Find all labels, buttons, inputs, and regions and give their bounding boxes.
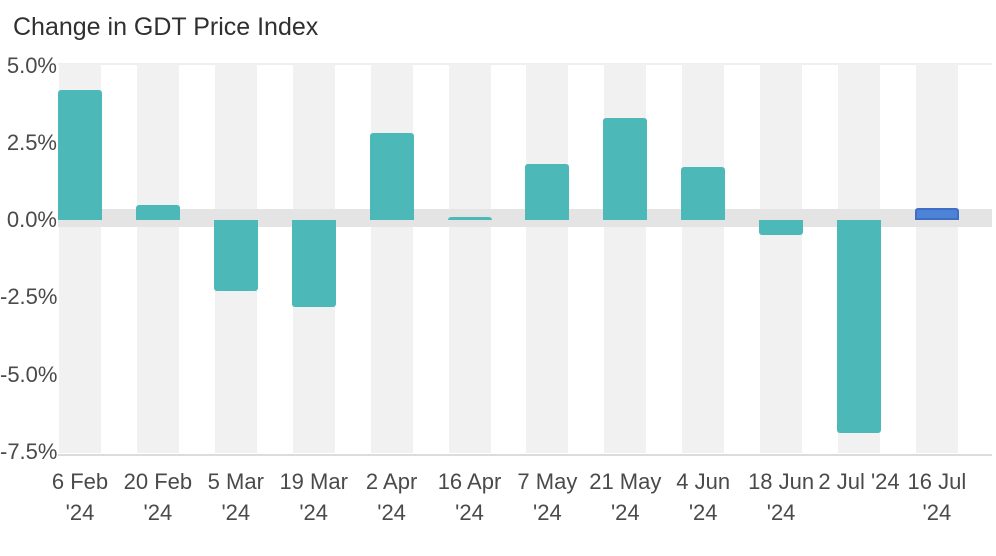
x-axis-tick-label: 5 Mar '24 <box>161 466 311 528</box>
column-background-stripe <box>136 64 179 453</box>
column-background-stripe <box>915 64 958 453</box>
x-axis-tick-label: 7 May '24 <box>472 466 622 528</box>
x-axis-tick-label-line: 2 Jul '24 <box>818 469 900 494</box>
zero-line-band <box>58 209 992 227</box>
x-axis-tick-label-line: '24 <box>533 500 562 525</box>
bar-16-jul-24 <box>914 207 959 220</box>
x-axis-tick-label-line: 19 Mar <box>279 469 348 494</box>
x-axis-line <box>58 454 992 456</box>
column-background-stripe <box>682 64 725 453</box>
bar-5-mar-24 <box>213 220 258 292</box>
x-axis-tick-label-line: 2 Apr <box>365 469 418 494</box>
y-axis-tick-label: 5.0% <box>6 52 57 78</box>
y-axis-tick-label: -2.5% <box>0 284 58 310</box>
x-axis-tick-label: 2 Jul '24 <box>784 466 934 497</box>
x-axis-tick-label-line: 21 May <box>589 469 662 494</box>
x-axis-tick-label: 16 Jul '24 <box>862 466 996 528</box>
x-axis-tick-label-line: '24 <box>688 500 718 525</box>
x-axis-tick-label: 21 May '24 <box>550 466 700 528</box>
y-axis-tick-label: -5.0% <box>0 361 58 387</box>
x-axis-tick-label-line: 7 May <box>517 469 578 494</box>
column-background-stripe <box>760 64 803 453</box>
x-axis-tick-label: 19 Mar '24 <box>239 466 389 528</box>
x-axis-tick-label-line: '24 <box>766 500 796 525</box>
chart-title: Change in GDT Price Index <box>13 13 319 41</box>
x-axis-tick-label-line: 20 Feb <box>123 469 193 494</box>
y-axis-tick-label: 2.5% <box>6 129 57 155</box>
bar-16-apr-24 <box>447 216 492 220</box>
x-axis-tick-label-line: '24 <box>455 500 484 525</box>
bar-20-feb-24 <box>135 204 180 220</box>
x-axis-tick-label: 2 Apr '24 <box>317 466 467 528</box>
column-background-stripe <box>370 64 413 453</box>
bar-7-may-24 <box>525 164 570 220</box>
x-axis-tick-label-line: '24 <box>299 500 329 525</box>
x-axis-tick-label-line: '24 <box>922 500 952 525</box>
column-background-stripe <box>448 64 491 453</box>
x-axis-tick-label: 20 Feb '24 <box>83 466 233 528</box>
x-axis-tick-label: 6 Feb '24 <box>5 466 155 528</box>
x-axis-tick-label-line: '24 <box>143 500 173 525</box>
x-axis-tick-label: 18 Jun '24 <box>706 466 856 528</box>
x-axis-tick-label-line: 6 Feb <box>51 469 109 494</box>
x-axis-tick-label-line: 18 Jun <box>748 469 815 494</box>
top-gridline <box>58 63 992 65</box>
bar-2-jul-24 <box>837 220 881 434</box>
x-axis-tick-label-line: 5 Mar <box>207 469 264 494</box>
bar-21-may-24 <box>603 118 648 220</box>
bar-18-jun-24 <box>759 220 804 236</box>
x-axis-tick-label: 4 Jun '24 <box>628 466 778 528</box>
bar-6-feb-24 <box>58 90 102 220</box>
x-axis-tick-label-line: 4 Jun <box>676 469 731 494</box>
y-axis-tick-label: 0.0% <box>6 207 57 232</box>
bar-4-jun-24 <box>681 167 726 220</box>
x-axis-tick-label-line: 16 Jul <box>907 469 967 494</box>
x-axis-tick-label: 16 Apr '24 <box>395 466 545 528</box>
x-axis-tick-label-line: '24 <box>221 500 251 525</box>
column-background-stripe <box>526 64 569 453</box>
bar-2-apr-24 <box>369 133 414 220</box>
x-axis-tick-label-line: '24 <box>377 500 406 525</box>
x-axis-tick-label-line: '24 <box>610 500 640 525</box>
y-axis-tick-label: -7.5% <box>0 438 58 464</box>
x-axis-tick-label-line: '24 <box>65 500 95 525</box>
bar-19-mar-24 <box>291 220 336 307</box>
x-axis-tick-label-line: 16 Apr <box>437 469 502 494</box>
